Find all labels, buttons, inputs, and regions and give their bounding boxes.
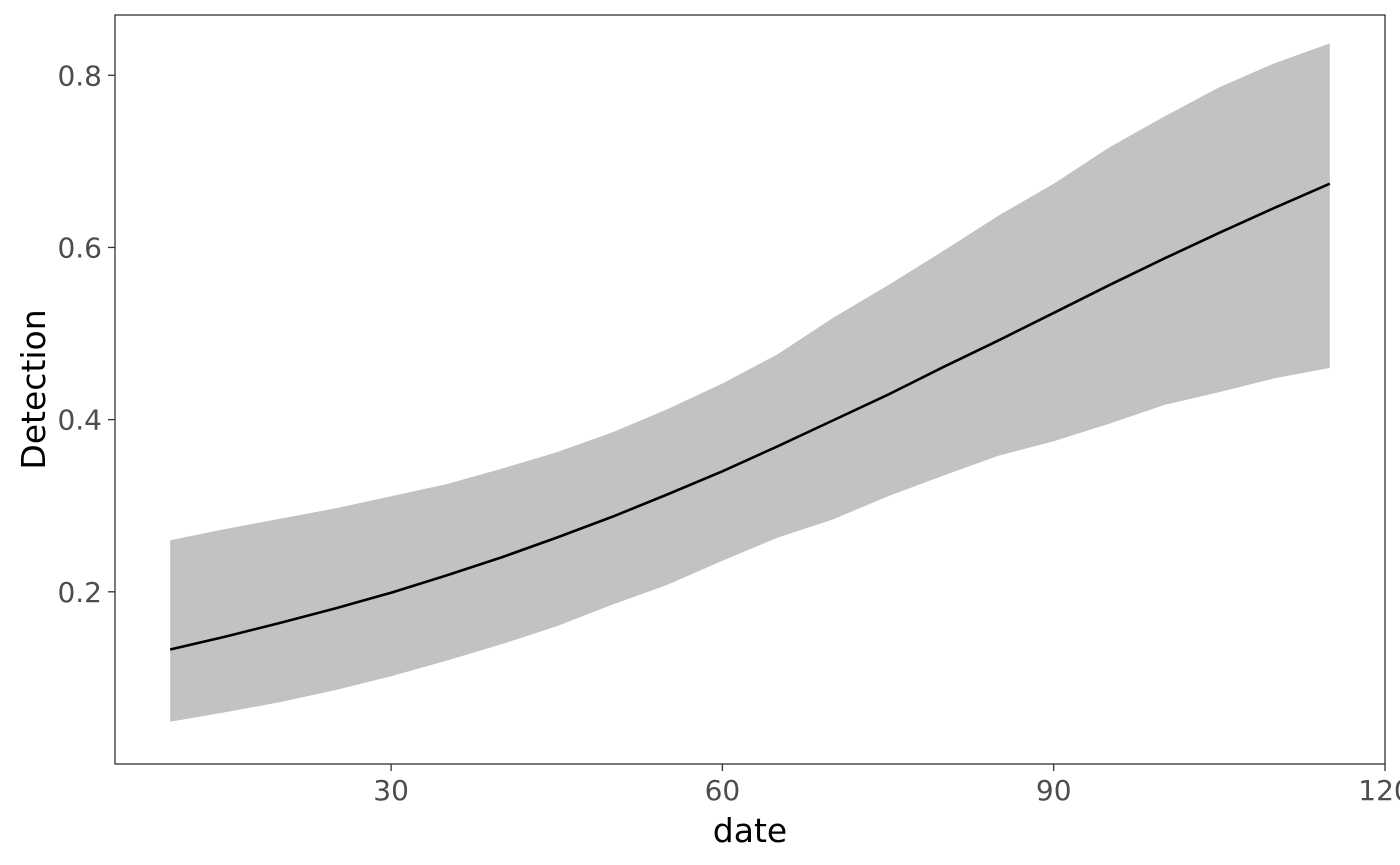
y-axis-title: Detection [14,309,53,469]
y-tick-label: 0.8 [57,59,102,92]
x-tick-label: 90 [1036,774,1072,807]
series-line [169,182,1331,651]
panel-border [114,14,1386,765]
x-axis: 30 60 90 120 [373,764,1400,807]
y-tick-label: 0.6 [57,231,102,264]
y-tick-label: 0.2 [57,576,102,609]
confidence-ribbon-layer [170,43,1330,722]
confidence-ribbon [170,43,1330,722]
x-tick-label: 120 [1358,774,1400,807]
x-axis-title: date [713,811,787,850]
x-tick-label: 60 [705,774,741,807]
line-layer [169,182,1331,651]
y-axis: 0.2 0.4 0.6 0.8 [57,59,115,609]
y-tick-label: 0.4 [57,404,102,437]
panel-border-layer [114,14,1386,765]
x-tick-label: 30 [373,774,409,807]
